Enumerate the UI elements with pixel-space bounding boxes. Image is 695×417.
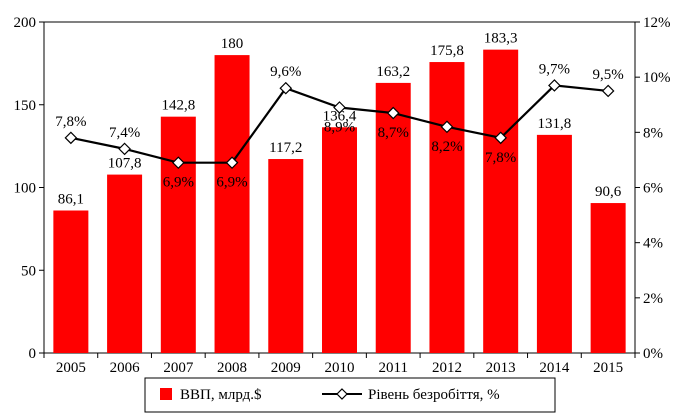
- unemployment-point: [548, 79, 561, 92]
- left-tick-label: 0: [29, 346, 37, 362]
- gdp-bar: [375, 82, 411, 354]
- unemployment-data-label: 9,5%: [593, 67, 624, 83]
- unemployment-point: [171, 156, 185, 170]
- legend-bar-label: ВВП, млрд.$: [180, 387, 262, 403]
- gdp-bar: [214, 55, 250, 353]
- gdp-bar: [483, 49, 519, 354]
- gdp-data-label: 175,8: [430, 43, 464, 59]
- x-tick-label: 2008: [217, 360, 247, 376]
- gdp-bar: [53, 210, 89, 353]
- x-tick-label: 2013: [486, 360, 516, 376]
- right-tick-label: 10%: [643, 70, 671, 86]
- gdp-bar: [322, 127, 357, 354]
- right-tick-label: 12%: [643, 15, 671, 31]
- gdp-bars: [53, 49, 626, 354]
- x-tick-label: 2009: [271, 360, 301, 376]
- gdp-data-labels: 86,1 107,8 142,8 180 117,2 136,4 163,2 175,8 183…: [58, 31, 622, 208]
- gdp-data-label: 163,2: [376, 64, 410, 80]
- right-tick-label: 4%: [643, 236, 663, 252]
- unemployment-data-label: 8,7%: [378, 125, 409, 141]
- x-tick-label: 2012: [432, 360, 462, 376]
- gdp-bar: [160, 116, 196, 353]
- unemployment-data-label: 6,9%: [216, 175, 247, 191]
- unemployment-data-labels: 7,8% 7,4% 6,9% 6,9% 9,6% 8,9% 8,7% 8,2% 7,8% 9,7%…: [55, 61, 624, 190]
- gdp-data-label: 183,3: [484, 31, 518, 47]
- gdp-bar: [268, 159, 304, 353]
- gdp-bar: [107, 174, 143, 353]
- unemployment-point: [118, 142, 131, 156]
- left-y-axis: 0 50 100 150 200: [14, 15, 44, 362]
- x-tick-label: 2014: [539, 360, 570, 376]
- x-tick-label: 2015: [593, 360, 623, 376]
- x-axis: 2005 2006 2007 2008 2009 2010 2011 2012 2013 2014…: [43, 353, 636, 376]
- right-tick-label: 2%: [643, 291, 663, 307]
- unemployment-data-label: 7,8%: [55, 114, 86, 130]
- unemployment-data-label: 8,9%: [324, 120, 355, 136]
- unemployment-point: [225, 156, 239, 170]
- unemployment-data-label: 7,8%: [485, 150, 516, 166]
- x-tick-label: 2011: [379, 360, 408, 376]
- left-tick-label: 200: [14, 15, 37, 31]
- gdp-data-label: 136,4: [323, 108, 357, 124]
- left-tick-label: 50: [21, 263, 36, 279]
- unemployment-data-label: 9,7%: [539, 61, 570, 77]
- unemployment-point: [333, 101, 346, 114]
- right-tick-label: 8%: [643, 125, 663, 141]
- x-tick-label: 2007: [163, 360, 194, 376]
- gdp-data-label: 107,8: [108, 156, 142, 172]
- unemployment-point: [494, 131, 508, 145]
- right-tick-label: 0%: [643, 346, 663, 362]
- gdp-data-label: 142,8: [161, 98, 195, 114]
- gdp-data-label: 180: [221, 36, 244, 52]
- unemployment-point: [601, 84, 615, 98]
- right-y-axis: 0% 2% 4% 6% 8% 10% 12%: [635, 15, 671, 362]
- right-tick-label: 6%: [643, 181, 663, 197]
- x-tick-label: 2005: [56, 360, 86, 376]
- legend-diamond-icon: [336, 388, 348, 400]
- gdp-data-label: 117,2: [269, 140, 302, 156]
- unemployment-data-label: 9,6%: [270, 64, 301, 80]
- unemployment-point: [64, 131, 78, 145]
- unemployment-point: [279, 81, 293, 95]
- gdp-data-label: 86,1: [58, 192, 84, 208]
- unemployment-data-label: 8,2%: [431, 139, 462, 155]
- gdp-bar: [429, 62, 465, 354]
- left-tick-label: 100: [14, 181, 37, 197]
- gdp-data-label: 131,8: [538, 116, 572, 132]
- legend: ВВП, млрд.$ Рівень безробіття, %: [144, 377, 556, 413]
- x-tick-label: 2006: [110, 360, 141, 376]
- legend-bar-swatch: [160, 388, 172, 400]
- unemployment-point: [386, 106, 400, 120]
- unemployment-point: [440, 120, 454, 134]
- gdp-bar: [590, 203, 626, 353]
- gdp-bar: [536, 134, 572, 353]
- left-tick-label: 150: [14, 98, 37, 114]
- unemployment-data-label: 7,4%: [109, 125, 140, 141]
- unemployment-data-label: 6,9%: [163, 175, 194, 191]
- unemployment-line: [64, 79, 615, 170]
- x-tick-label: 2010: [325, 360, 355, 376]
- gdp-data-label: 90,6: [595, 184, 622, 200]
- legend-line-label: Рівень безробіття, %: [368, 387, 500, 403]
